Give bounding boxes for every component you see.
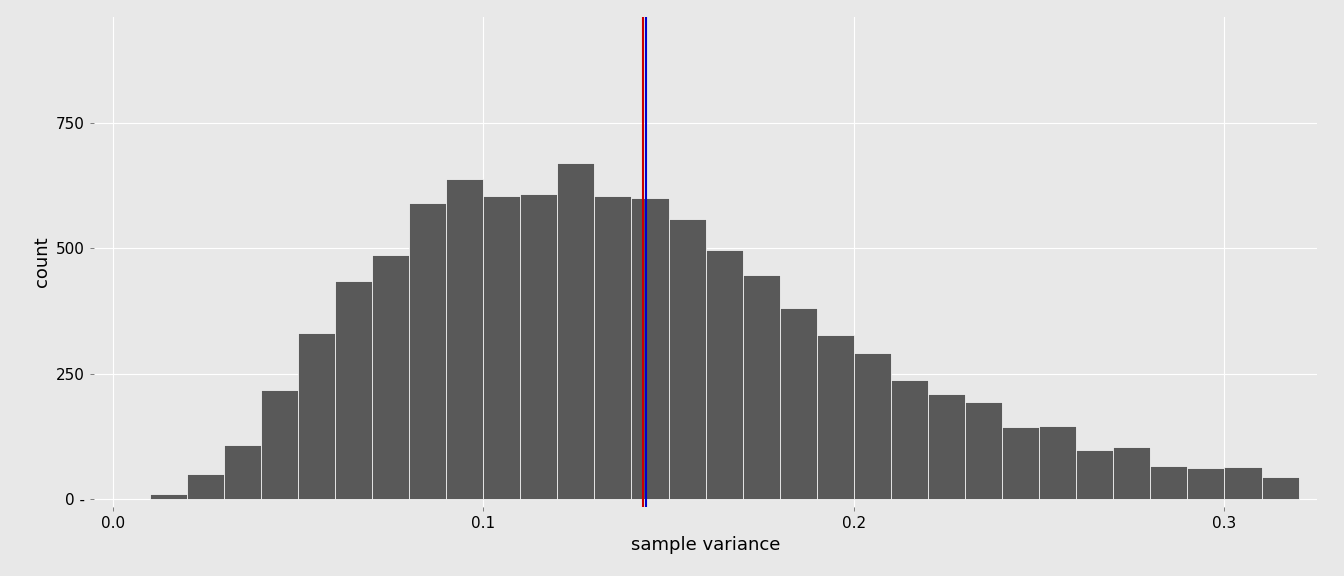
Bar [1187, 468, 1224, 499]
Bar [409, 203, 446, 499]
Bar [261, 390, 298, 499]
Bar [1077, 450, 1113, 499]
Bar [743, 275, 780, 499]
Bar [853, 353, 891, 499]
Y-axis label: count: count [32, 237, 51, 287]
Bar [335, 282, 372, 499]
Bar [520, 194, 558, 499]
Bar [965, 403, 1003, 499]
Bar [1262, 478, 1298, 499]
Bar [1003, 427, 1039, 499]
Bar [706, 250, 743, 499]
Bar [817, 335, 853, 499]
Bar [187, 473, 224, 499]
Bar [1113, 447, 1150, 499]
Bar [484, 195, 520, 499]
X-axis label: sample variance: sample variance [630, 536, 781, 555]
Bar [891, 380, 927, 499]
Bar [298, 332, 335, 499]
Bar [780, 308, 817, 499]
Bar [927, 394, 965, 499]
Bar [668, 219, 706, 499]
Bar [446, 179, 484, 499]
Bar [1039, 426, 1077, 499]
Bar [224, 445, 261, 499]
Bar [1150, 466, 1187, 499]
Bar [594, 195, 632, 499]
Bar [372, 255, 409, 499]
Bar [149, 494, 187, 499]
Bar [632, 198, 668, 499]
Bar [558, 163, 594, 499]
Bar [1224, 467, 1262, 499]
